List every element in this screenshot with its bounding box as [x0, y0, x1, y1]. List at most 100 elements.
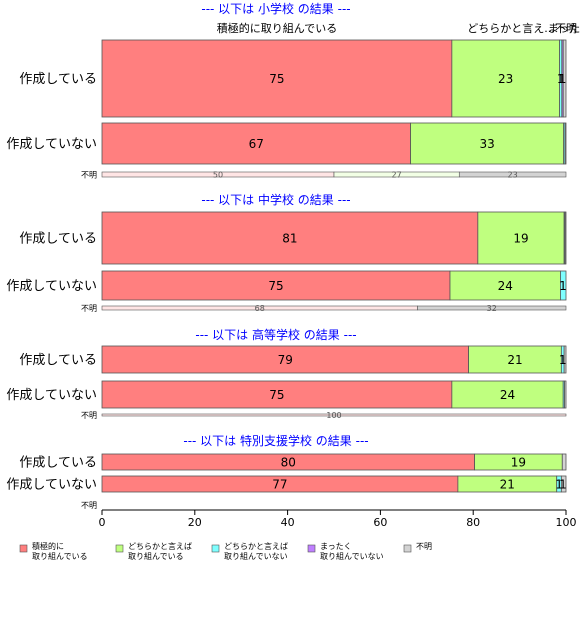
data-label: 1 — [555, 477, 563, 491]
x-axis: 0 20 40 60 80 100 — [99, 509, 577, 529]
bar-segment — [560, 270, 567, 301]
data-label: 1 — [559, 353, 567, 367]
legend-swatch — [307, 544, 316, 553]
fumei-bar-row: 不明 50 27 23 — [81, 170, 567, 179]
data-label: 33 — [479, 137, 494, 151]
panel-1: --- 以下は 中学校 の結果 --- 作成している 81 19 作成していない 75 24… — [6, 192, 566, 313]
data-label: 79 — [278, 353, 293, 367]
data-label: 81 — [282, 231, 297, 245]
data-label: 75 — [268, 279, 283, 293]
bar-segment — [101, 122, 411, 165]
bar-row: 作成している 81 19 — [19, 211, 567, 265]
bar-segment — [417, 305, 567, 311]
data-label: 100 — [326, 411, 341, 420]
category-label: 作成している — [19, 72, 97, 87]
legend-label-line1: どちらかと言えば — [224, 541, 288, 551]
legend-label-line1: まったく — [320, 542, 352, 551]
legend-swatch — [115, 544, 124, 553]
category-label: 作成している — [19, 456, 97, 471]
bar-segment — [101, 39, 453, 118]
fumei-bar-row: 不明 100 — [81, 411, 567, 420]
bar-segment — [449, 270, 561, 301]
x-tick-label: 0 — [99, 516, 106, 529]
data-label: 23 — [508, 170, 518, 179]
bar-segment — [562, 39, 567, 118]
bar-row: 作成していない 77 21 11 — [6, 475, 567, 493]
bar-segment — [101, 270, 451, 301]
bar-segment — [477, 211, 565, 265]
category-label: 不明 — [81, 411, 97, 420]
category-label: 不明 — [81, 501, 97, 510]
data-label: 80 — [281, 455, 296, 469]
category-label: 不明 — [81, 304, 97, 313]
data-label: 19 — [511, 455, 526, 469]
bar-row: 作成していない 75 24 1 — [6, 270, 567, 301]
bar-row: 作成していない 67 33 — [6, 122, 567, 165]
panel-title: --- 以下は 特別支援学校 の結果 --- — [183, 433, 368, 448]
bar-segment — [564, 211, 567, 265]
segment-top-label: 積極的に取り組んでいる — [217, 21, 337, 35]
bar-segment — [561, 453, 567, 471]
legend: 積極的に取り組んでいるどちらかと言えば取り組んでいるどちらかと言えば取り組んでい… — [19, 541, 432, 561]
bar-segment — [458, 171, 567, 178]
x-tick-label: 40 — [281, 516, 295, 529]
bar-segment — [560, 475, 567, 493]
data-label: 23 — [498, 72, 513, 86]
x-tick-label: 60 — [373, 516, 387, 529]
legend-swatch — [403, 544, 412, 553]
data-label: 1 — [559, 477, 567, 491]
bar-segment — [101, 211, 479, 265]
data-label: 50 — [213, 170, 223, 179]
data-label: 27 — [392, 170, 402, 179]
x-tick-label: 20 — [188, 516, 202, 529]
category-label: 作成している — [19, 232, 97, 247]
legend-item: 不明 — [403, 542, 432, 553]
bar-segment — [563, 345, 567, 374]
data-label: 77 — [272, 477, 287, 491]
segment-top-label: まった — [548, 22, 580, 35]
bar-row: 作成していない 75 24 — [6, 380, 567, 409]
legend-label-line1: どちらかと言えば — [128, 541, 192, 551]
legend-label-line2: 取り組んでいる — [32, 551, 88, 561]
data-label: 67 — [249, 137, 264, 151]
panel-3: --- 以下は 特別支援学校 の結果 --- 作成している 80 19 作成していない 7… — [6, 433, 566, 510]
bar-segment — [468, 345, 562, 374]
segment-top-label: どちらかと言え... — [467, 22, 555, 35]
bar-segment — [451, 380, 564, 409]
bar-segment — [564, 122, 567, 165]
bar-segment — [101, 380, 453, 409]
category-label: 作成していない — [6, 478, 97, 493]
data-label: 24 — [498, 279, 513, 293]
category-label: 作成していない — [6, 279, 97, 294]
bar-segment — [101, 345, 469, 374]
legend-label-line1: 不明 — [416, 542, 432, 551]
data-label: 24 — [500, 388, 515, 402]
segment-top-label: 不明 — [555, 22, 577, 35]
category-label: 作成している — [19, 353, 97, 368]
panel-title: --- 以下は 高等学校 の結果 --- — [195, 327, 356, 342]
category-label: 不明 — [81, 170, 97, 179]
legend-swatch — [19, 544, 28, 553]
bar-segment — [101, 413, 567, 417]
bar-row: 作成している 80 19 — [19, 453, 567, 471]
panel-title: --- 以下は 中学校 の結果 --- — [201, 192, 350, 207]
bar-row: 作成している 79 21 1 — [19, 345, 567, 374]
data-label: 19 — [513, 231, 528, 245]
data-label: 1 — [559, 279, 567, 293]
legend-label-line2: 取り組んでいる — [128, 551, 184, 561]
data-label: 21 — [500, 477, 515, 491]
data-label: 68 — [255, 304, 265, 313]
category-label: 作成していない — [6, 388, 97, 403]
bar-row: 作成している 75 23 11 — [19, 39, 567, 118]
fumei-bar-row: 不明 — [81, 501, 97, 510]
data-label: 75 — [269, 72, 284, 86]
panel-title: --- 以下は 小学校 の結果 --- — [201, 1, 350, 16]
x-tick-label: 100 — [556, 516, 577, 529]
